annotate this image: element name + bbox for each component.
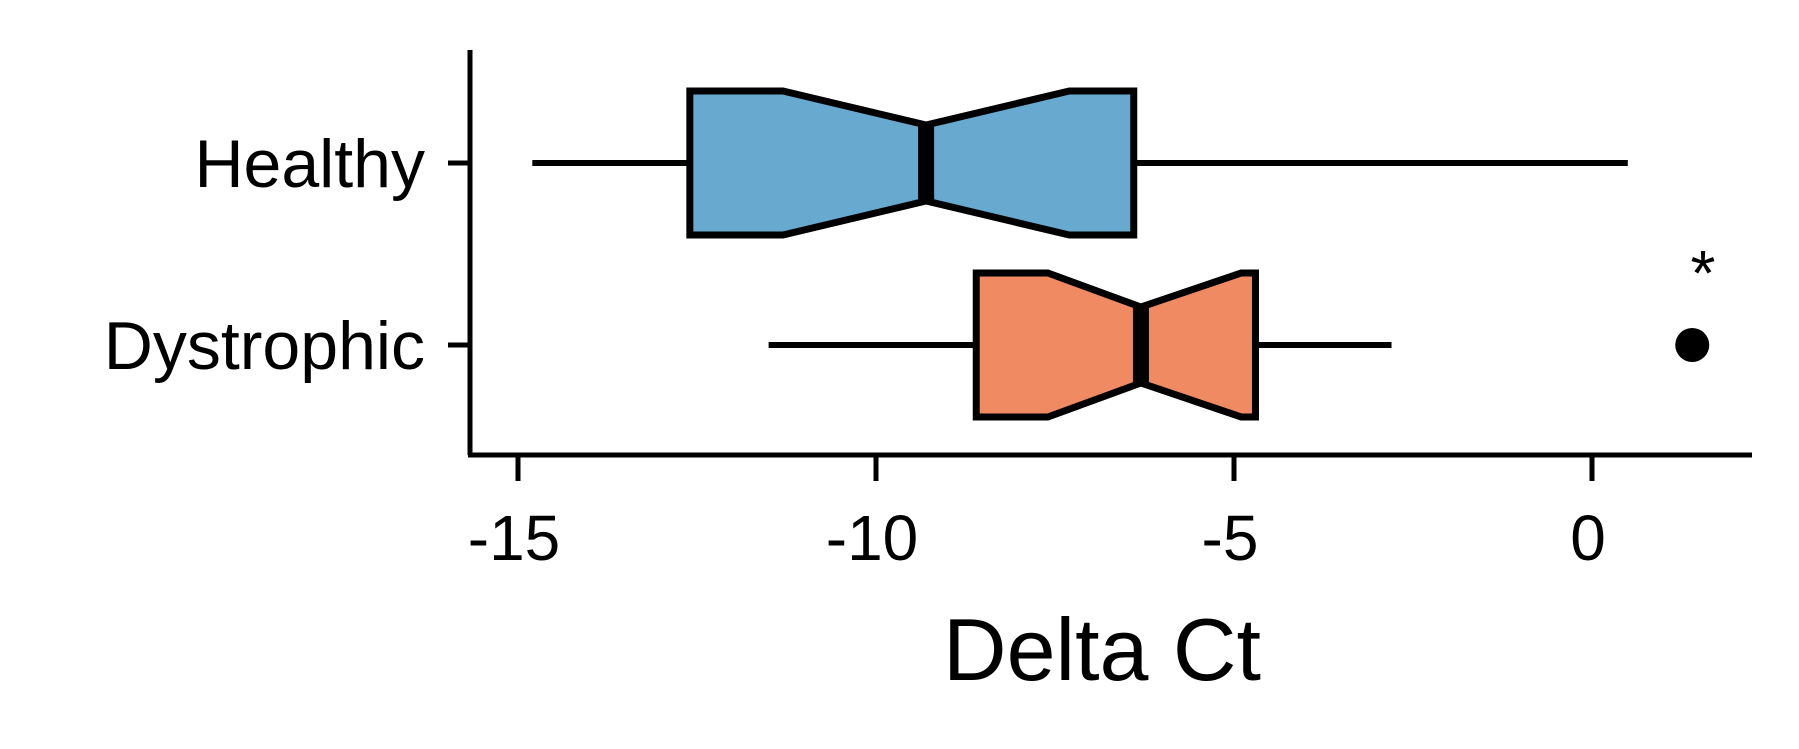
box-healthy: [532, 87, 1628, 239]
significance-asterisk: *: [1691, 237, 1716, 309]
category-label: Dystrophic: [104, 308, 425, 384]
axes: [448, 50, 1752, 481]
category-label: Healthy: [194, 126, 425, 202]
outlier-point: [1675, 328, 1710, 362]
x-tick-label: -15: [468, 502, 561, 574]
labels-layer: -15 -10 -5 0 Healthy Dystrophic *: [104, 126, 1716, 574]
box-body: [686, 87, 1138, 239]
x-tick-label: 0: [1570, 502, 1606, 574]
boxes-layer: [532, 87, 1710, 421]
box-dystrophic: [768, 269, 1710, 421]
x-tick-label: -5: [1202, 502, 1259, 574]
x-tick-label: -10: [826, 502, 919, 574]
box-body: [972, 269, 1259, 421]
x-axis-title: Delta Ct: [943, 600, 1261, 699]
